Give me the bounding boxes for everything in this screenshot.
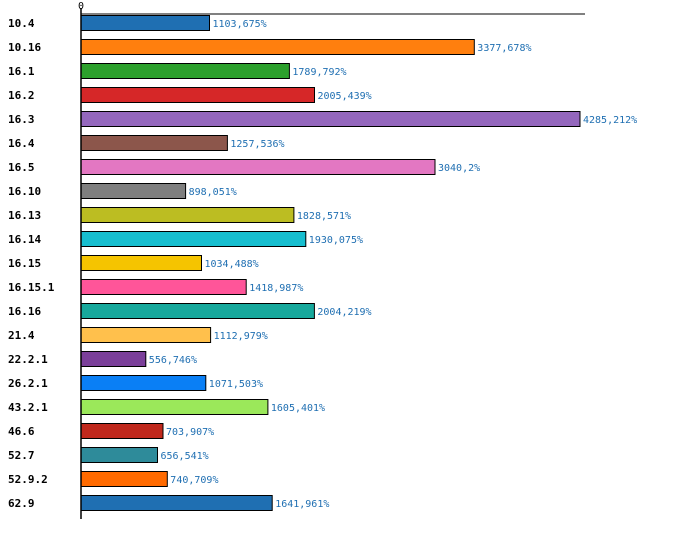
value-label: 2005,439% xyxy=(318,91,372,102)
value-label: 1418,987% xyxy=(249,283,303,294)
category-label: 16.4 xyxy=(8,137,35,150)
bar-16-15-1 xyxy=(80,279,247,295)
bar-22-2-1 xyxy=(80,351,147,367)
bar-52-9-2 xyxy=(80,471,168,487)
value-label: 556,746% xyxy=(149,355,197,366)
x-axis-zero-tick: 0 xyxy=(78,1,84,12)
category-label: 16.1 xyxy=(8,65,35,78)
category-label: 16.15.1 xyxy=(8,281,55,294)
bars-group: 10.4 1103,675% 10.16 3377,678% 16.1 1789,792%… xyxy=(8,15,637,511)
category-label: 10.16 xyxy=(8,41,41,54)
value-label: 1103,675% xyxy=(213,19,267,30)
bar-62-9 xyxy=(80,495,273,511)
category-label: 16.3 xyxy=(8,113,35,126)
category-label: 26.2.1 xyxy=(8,377,48,390)
value-label: 1828,571% xyxy=(297,211,351,222)
bar-10-16 xyxy=(80,39,475,55)
bar-16-3 xyxy=(80,111,581,127)
bar-43-2-1 xyxy=(80,399,269,415)
value-label: 1071,503% xyxy=(209,379,263,390)
category-label: 16.5 xyxy=(8,161,35,174)
category-label: 52.7 xyxy=(8,449,35,462)
category-label: 16.16 xyxy=(8,305,41,318)
value-label: 2004,219% xyxy=(317,307,371,318)
value-label: 1034,488% xyxy=(205,259,259,270)
value-label: 3040,2% xyxy=(438,163,480,174)
value-label: 898,051% xyxy=(189,187,237,198)
value-label: 656,541% xyxy=(161,451,209,462)
category-label: 16.15 xyxy=(8,257,41,270)
value-label: 3377,678% xyxy=(477,43,531,54)
category-label: 16.2 xyxy=(8,89,35,102)
value-label: 1930,075% xyxy=(309,235,363,246)
value-label: 1257,536% xyxy=(230,139,284,150)
value-label: 1605,401% xyxy=(271,403,325,414)
bar-16-2 xyxy=(80,87,315,103)
bar-21-4 xyxy=(80,327,212,343)
axes-group: 0 xyxy=(78,1,585,519)
category-label: 16.14 xyxy=(8,233,41,246)
category-label: 21.4 xyxy=(8,329,35,342)
bar-16-10 xyxy=(80,183,187,199)
bar-16-15 xyxy=(80,255,202,271)
category-label: 52.9.2 xyxy=(8,473,48,486)
bar-16-1 xyxy=(80,63,290,79)
bar-46-6 xyxy=(80,423,164,439)
value-label: 1641,961% xyxy=(275,499,329,510)
bar-52-7 xyxy=(80,447,158,463)
value-label: 1112,979% xyxy=(214,331,268,342)
category-label: 10.4 xyxy=(8,17,35,30)
bar-16-4 xyxy=(80,135,228,151)
bar-16-14 xyxy=(80,231,307,247)
bar-16-13 xyxy=(80,207,295,223)
category-label: 16.13 xyxy=(8,209,41,222)
category-label: 16.10 xyxy=(8,185,41,198)
value-label: 4285,212% xyxy=(583,115,637,126)
category-label: 46.6 xyxy=(8,425,35,438)
bar-10-4 xyxy=(80,15,210,31)
category-label: 62.9 xyxy=(8,497,35,510)
value-label: 703,907% xyxy=(166,427,214,438)
bar-26-2-1 xyxy=(80,375,207,391)
category-label: 43.2.1 xyxy=(8,401,48,414)
value-label: 740,709% xyxy=(170,475,218,486)
bar-16-5 xyxy=(80,159,436,175)
bar-16-16 xyxy=(80,303,315,319)
category-label: 22.2.1 xyxy=(8,353,48,366)
value-label: 1789,792% xyxy=(292,67,346,78)
